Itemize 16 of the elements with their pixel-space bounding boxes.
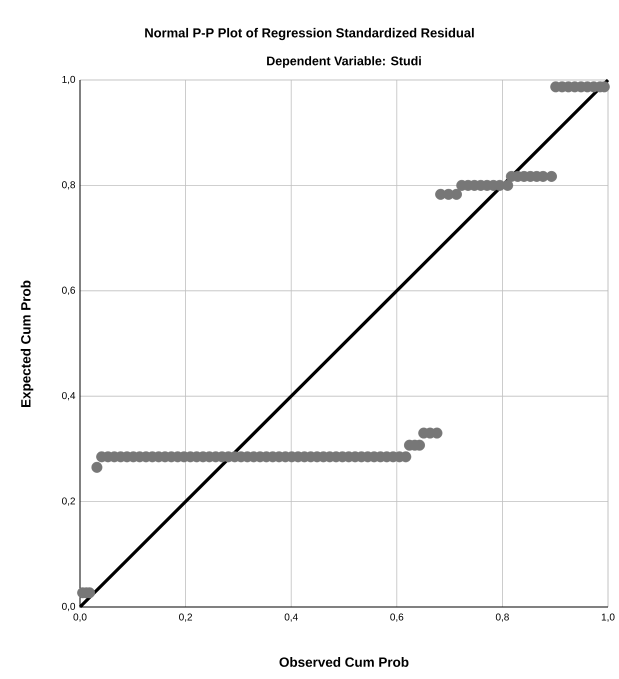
x-tick-label: 0,0 [73,614,87,622]
x-tick-label: 0,2 [179,614,192,622]
x-axis-title: Observed Cum Prob [280,657,408,667]
y-tick-label: 1,0 [62,76,76,84]
y-axis-title: Expected Cum Prob [20,280,34,407]
chart-subtitle: Dependent Variable: Studi [267,56,421,68]
x-tick-label: 0,6 [390,614,404,622]
y-tick-label: 0,2 [62,497,75,506]
y-tick-label: 0,8 [62,181,76,190]
x-tick-label: 0,8 [496,614,509,622]
x-tick-label: 1,0 [602,614,615,622]
x-tick-label: 0,4 [284,614,298,622]
y-tick-label: 0,6 [62,286,76,295]
y-tick-label: 0,0 [62,602,76,612]
chart-title: Normal P-P Plot of Regression Standardized Residual [145,28,474,40]
y-tick-label: 0,4 [62,392,76,400]
